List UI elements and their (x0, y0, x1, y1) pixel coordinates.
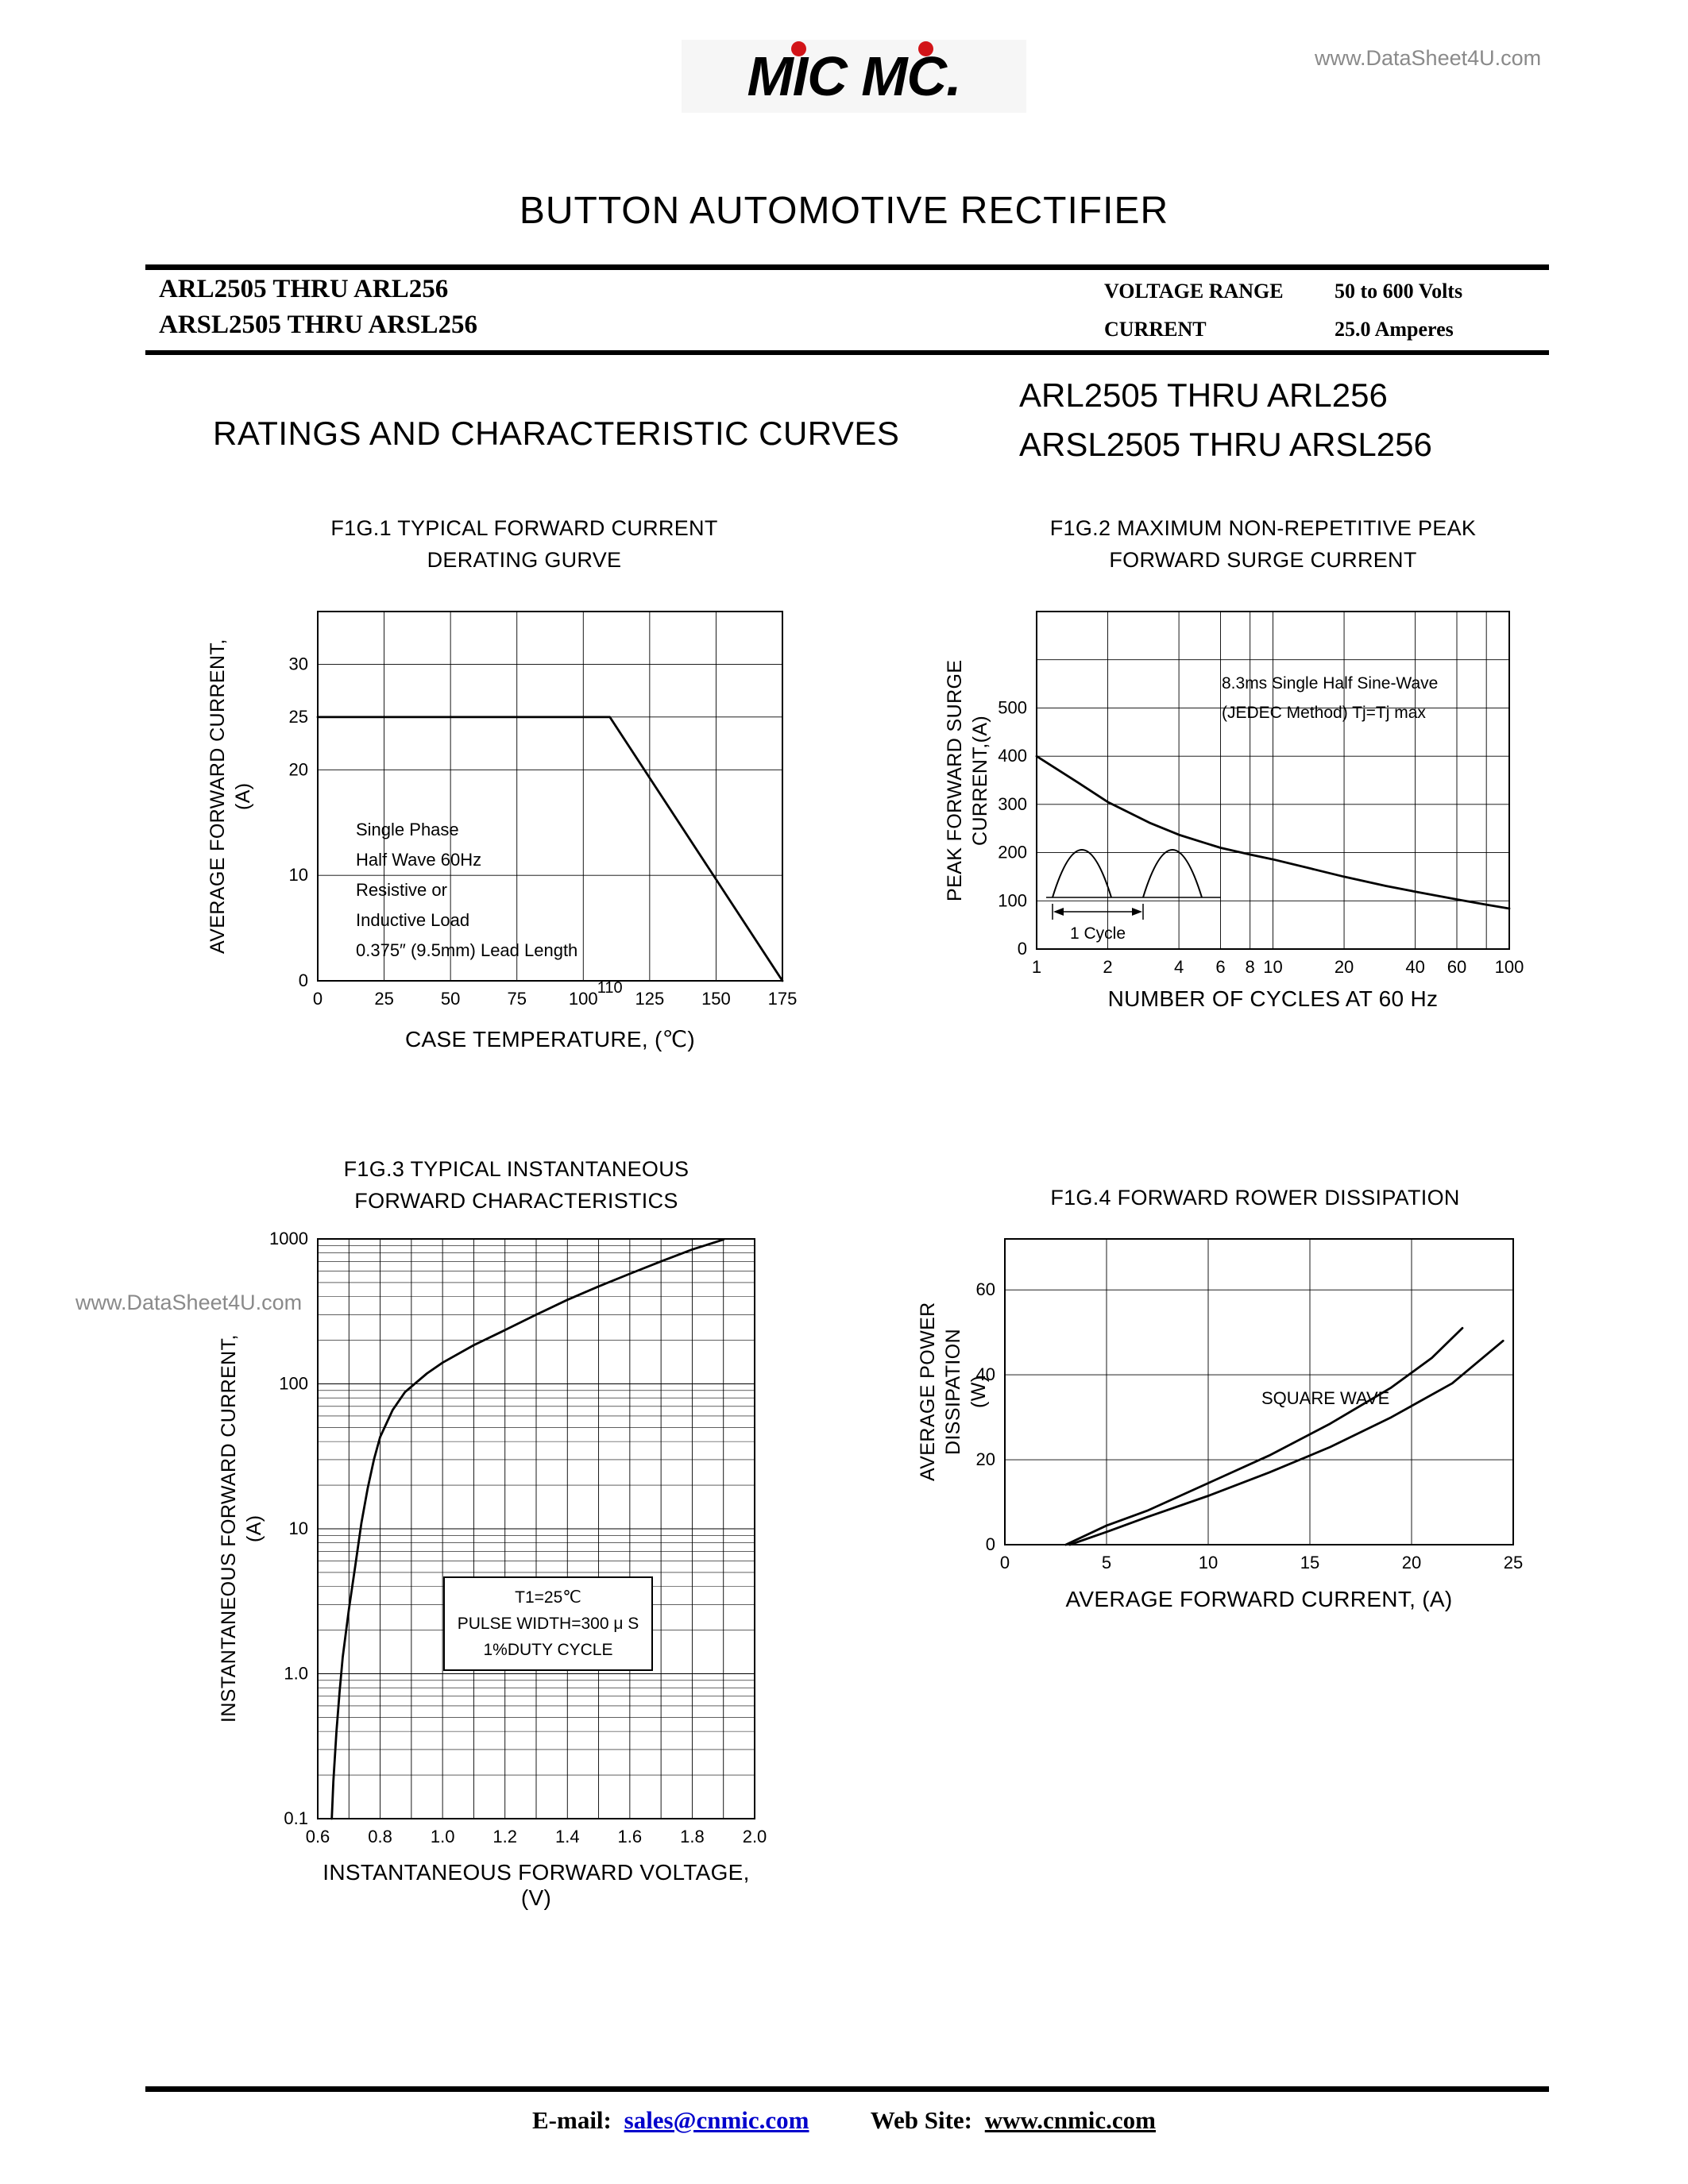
svg-text:5: 5 (1102, 1553, 1111, 1572)
svg-text:175: 175 (768, 989, 798, 1009)
fig3-title: F1G.3 TYPICAL INSTANTANEOUS FORWARD CHAR… (343, 1157, 689, 1213)
svg-text:25: 25 (374, 989, 393, 1009)
svg-text:1 Cycle: 1 Cycle (1070, 924, 1126, 943)
footer-web-link[interactable]: www.cnmic.com (984, 2106, 1156, 2134)
fig4-annotation: SQUARE WAVE (1261, 1388, 1390, 1408)
svg-text:4: 4 (1174, 957, 1184, 977)
svg-text:0: 0 (313, 989, 323, 1009)
svg-text:0.6: 0.6 (306, 1827, 330, 1846)
fig2-chart: 1 Cycle 1 2 4 6 8 10 20 40 60 100 500 400 300 200 100 0 (998, 611, 1524, 977)
svg-text:10: 10 (289, 865, 308, 885)
svg-text:10: 10 (1199, 1553, 1218, 1572)
svg-text:6: 6 (1215, 957, 1225, 977)
section-part-line1: ARL2505 THRU ARL256 (1019, 376, 1388, 414)
footer-email-link[interactable]: sales@cnmic.com (624, 2106, 809, 2134)
fig4-chart: 0 5 10 15 20 25 60 40 20 0 (976, 1238, 1523, 1572)
svg-text:0: 0 (1018, 939, 1027, 959)
svg-text:1.0: 1.0 (431, 1827, 455, 1846)
svg-text:1.8: 1.8 (680, 1827, 705, 1846)
svg-text:1: 1 (1032, 957, 1041, 977)
voltage-range-value: 50 to 600 Volts (1335, 280, 1463, 303)
svg-text:100: 100 (569, 989, 598, 1009)
current-value: 25.0 Amperes (1335, 318, 1454, 341)
svg-text:20: 20 (1335, 957, 1354, 977)
svg-text:25: 25 (1504, 1553, 1523, 1572)
svg-text:25: 25 (289, 707, 308, 727)
fig1-y-axis-label: AVERAGE FORWARD CURRENT, (A) (207, 639, 254, 954)
svg-text:20: 20 (289, 759, 308, 779)
logo-red-dot-left-icon (791, 41, 806, 56)
logo-red-dot-right-icon (918, 41, 933, 56)
svg-text:1.0: 1.0 (284, 1664, 308, 1684)
svg-text:110: 110 (597, 979, 623, 997)
fig1-annotation: Single Phase Half Wave 60Hz Resistive or… (356, 820, 578, 960)
fig3-annotation: T1=25℃ PULSE WIDTH=300 μ S 1%DUTY CYCLE (443, 1576, 653, 1671)
header-rule-bottom (145, 350, 1549, 355)
svg-text:300: 300 (998, 794, 1027, 814)
svg-text:1.4: 1.4 (555, 1827, 580, 1846)
svg-text:100: 100 (1495, 957, 1524, 977)
svg-text:15: 15 (1300, 1553, 1319, 1572)
svg-text:500: 500 (998, 697, 1027, 717)
header-part-line1: ARL2505 THRU ARL256 (159, 275, 449, 303)
svg-text:40: 40 (976, 1364, 995, 1384)
svg-text:0: 0 (1000, 1553, 1010, 1572)
svg-text:1.6: 1.6 (618, 1827, 643, 1846)
svg-text:60: 60 (1447, 957, 1466, 977)
svg-text:8: 8 (1246, 957, 1255, 977)
svg-text:0: 0 (299, 970, 308, 990)
fig3-x-axis-label: INSTANTANEOUS FORWARD VOLTAGE,(V) (323, 1860, 750, 1910)
svg-text:2: 2 (1103, 957, 1112, 977)
section-heading: RATINGS AND CHARACTERISTIC CURVES (213, 415, 900, 452)
svg-text:10: 10 (1263, 957, 1282, 977)
footer-rule (145, 2086, 1549, 2092)
watermark-mid: www.DataSheet4U.com (75, 1291, 303, 1314)
svg-text:400: 400 (998, 746, 1027, 766)
watermark-top: www.DataSheet4U.com (1315, 46, 1542, 70)
svg-text:10: 10 (289, 1518, 308, 1538)
page-title: BUTTON AUTOMOTIVE RECTIFIER (519, 190, 1169, 232)
fig4-title: F1G.4 FORWARD ROWER DISSIPATION (1050, 1186, 1460, 1210)
svg-text:100: 100 (998, 890, 1027, 910)
svg-text:0.1: 0.1 (284, 1808, 308, 1828)
svg-text:40: 40 (1405, 957, 1424, 977)
svg-text:2.0: 2.0 (743, 1827, 767, 1846)
fig3-chart: 0.6 0.8 1.0 1.2 1.4 1.6 1.8 2.0 1000 100 10 1.0 0.1 (269, 1231, 767, 1846)
svg-text:125: 125 (635, 989, 664, 1009)
fig2-annotation: 8.3ms Single Half Sine-Wave (JEDEC Metho… (1222, 674, 1439, 722)
fig2-title: F1G.2 MAXIMUM NON-REPETITIVE PEAK FORWAR… (1049, 516, 1477, 572)
svg-text:150: 150 (701, 989, 731, 1009)
svg-text:50: 50 (441, 989, 460, 1009)
section-part-line2: ARSL2505 THRU ARSL256 (1019, 426, 1432, 463)
footer: E-mail: sales@cnmic.com Web Site: www.cn… (0, 2106, 1688, 2135)
fig4-x-axis-label: AVERAGE FORWARD CURRENT, (A) (1065, 1587, 1453, 1611)
current-label: CURRENT (1104, 318, 1207, 341)
fig2-x-axis-label: NUMBER OF CYCLES AT 60 Hz (1107, 986, 1439, 1011)
fig1-x-axis-label: CASE TEMPERATURE, (℃) (405, 1027, 695, 1051)
svg-text:30: 30 (289, 654, 308, 673)
mic-logo: MIC MC. (682, 40, 1026, 113)
svg-text:0: 0 (986, 1534, 995, 1554)
voltage-range-label: VOLTAGE RANGE (1104, 280, 1284, 303)
svg-text:60: 60 (976, 1279, 995, 1299)
svg-text:200: 200 (998, 843, 1027, 862)
svg-text:75: 75 (507, 989, 526, 1009)
footer-email-label: E-mail: (532, 2106, 612, 2134)
header-rule-top (145, 264, 1549, 270)
svg-text:1.2: 1.2 (492, 1827, 517, 1846)
footer-web-label: Web Site: (870, 2106, 973, 2134)
fig1-title: F1G.1 TYPICAL FORWARD CURRENT DERATING G… (330, 516, 718, 572)
svg-text:0.8: 0.8 (368, 1827, 392, 1846)
svg-text:1000: 1000 (269, 1231, 308, 1248)
svg-text:100: 100 (279, 1374, 308, 1394)
svg-text:20: 20 (976, 1449, 995, 1469)
svg-text:20: 20 (1402, 1553, 1421, 1572)
header-part-line2: ARSL2505 THRU ARSL256 (159, 311, 477, 339)
